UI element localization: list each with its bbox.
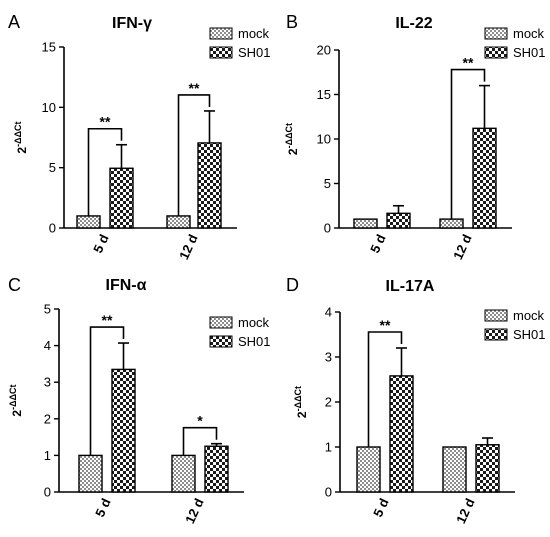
x-category-label: 5 d xyxy=(92,496,114,519)
y-axis-label: 2-ΔΔCt xyxy=(8,384,24,416)
legend-label-mock: mock xyxy=(238,315,270,330)
x-category-label: 12 d xyxy=(176,232,201,262)
bar-SH01-12d xyxy=(475,444,500,493)
y-axis-label: 2-ΔΔCt xyxy=(13,121,29,153)
y-tick-label: 5 xyxy=(44,302,51,317)
x-category-label: 5 d xyxy=(370,496,392,519)
significance-bracket xyxy=(89,326,125,456)
significance-label: ** xyxy=(100,114,111,130)
chart-panel-D: D IL-17A 0 1 2 3 4 2-ΔΔCt 5 d 12 d ** mock SH01 xyxy=(286,275,546,526)
y-tick-label: 3 xyxy=(325,350,332,365)
bar-SH01-12d xyxy=(197,142,222,229)
significance-bracket xyxy=(87,127,123,216)
bar-mock-5d xyxy=(78,454,103,493)
significance-label: ** xyxy=(380,317,391,333)
x-category-label: 5 d xyxy=(90,232,112,255)
significance-label: ** xyxy=(463,55,474,71)
panel-letter: B xyxy=(286,12,298,32)
bar-mock-12d xyxy=(171,454,196,493)
panel-letter: C xyxy=(8,275,21,295)
legend-label-SH01: SH01 xyxy=(238,334,271,349)
bar-SH01-5d xyxy=(111,368,136,493)
legend-label-SH01: SH01 xyxy=(238,45,271,60)
y-axis-label: 2-ΔΔCt xyxy=(284,123,300,155)
bar-SH01-5d xyxy=(109,167,134,229)
significance-label: ** xyxy=(189,80,200,96)
legend-swatch-SH01 xyxy=(484,328,508,341)
legend-swatch-mock xyxy=(484,27,508,40)
y-tick-label: 20 xyxy=(317,43,331,58)
x-category-label: 12 d xyxy=(182,496,207,526)
y-tick-label: 5 xyxy=(49,160,56,175)
y-tick-label: 10 xyxy=(42,100,56,115)
legend-label-mock: mock xyxy=(513,26,545,41)
bar-SH01-12d xyxy=(204,445,229,493)
y-tick-label: 5 xyxy=(324,176,331,191)
legend-swatch-mock xyxy=(484,309,508,322)
bar-mock-12d xyxy=(442,446,467,493)
legend-swatch-SH01 xyxy=(209,335,233,348)
y-tick-label: 0 xyxy=(44,485,51,500)
legend-label-mock: mock xyxy=(513,308,545,323)
legend-label-SH01: SH01 xyxy=(513,45,546,60)
legend-label-mock: mock xyxy=(238,26,270,41)
significance-label: * xyxy=(197,413,203,429)
chart-panel-B: B IL-22 0 5 10 15 20 2-ΔΔCt 5 d 12 d ** mock SH01 xyxy=(284,12,546,262)
chart-title: IFN-γ xyxy=(112,15,152,32)
significance-bracket xyxy=(182,426,218,456)
chart-title: IFN-α xyxy=(106,277,147,294)
y-tick-label: 3 xyxy=(44,375,51,390)
y-tick-label: 15 xyxy=(42,40,56,55)
bar-SH01-12d xyxy=(472,127,497,229)
legend-label-SH01: SH01 xyxy=(513,327,546,342)
x-category-label: 12 d xyxy=(453,496,478,526)
panel-letter: A xyxy=(8,12,20,32)
legend-swatch-SH01 xyxy=(209,46,233,59)
x-category-label: 12 d xyxy=(450,232,475,262)
bar-mock-12d xyxy=(439,218,464,229)
y-tick-label: 0 xyxy=(324,221,331,236)
significance-bracket xyxy=(177,94,211,216)
bar-mock-5d xyxy=(356,446,381,493)
y-tick-label: 1 xyxy=(325,440,332,455)
y-tick-label: 0 xyxy=(325,485,332,500)
y-tick-label: 15 xyxy=(317,87,331,102)
bar-mock-12d xyxy=(166,215,191,229)
bar-SH01-5d xyxy=(389,375,414,493)
y-tick-label: 2 xyxy=(325,395,332,410)
significance-bracket xyxy=(450,68,486,220)
y-tick-label: 2 xyxy=(44,411,51,426)
chart-title: IL-17A xyxy=(386,278,435,295)
legend-swatch-mock xyxy=(209,316,233,329)
y-tick-label: 10 xyxy=(317,132,331,147)
bar-mock-5d xyxy=(76,215,101,229)
y-tick-label: 4 xyxy=(325,305,332,320)
significance-bracket xyxy=(367,331,403,447)
bar-SH01-5d xyxy=(386,212,411,229)
y-axis-label: 2-ΔΔCt xyxy=(293,386,309,418)
panel-letter: D xyxy=(286,275,299,295)
x-category-label: 5 d xyxy=(367,232,389,255)
legend-swatch-mock xyxy=(209,27,233,40)
legend-swatch-SH01 xyxy=(484,46,508,59)
chart-title: IL-22 xyxy=(395,15,432,32)
y-tick-label: 0 xyxy=(49,221,56,236)
significance-label: ** xyxy=(102,312,113,328)
chart-panel-A: A IFN-γ 0 5 10 15 2-ΔΔCt 5 d 12 d ** ** mock SH01 xyxy=(8,12,271,262)
bar-mock-5d xyxy=(353,218,378,229)
y-tick-label: 4 xyxy=(44,338,51,353)
y-tick-label: 1 xyxy=(44,448,51,463)
